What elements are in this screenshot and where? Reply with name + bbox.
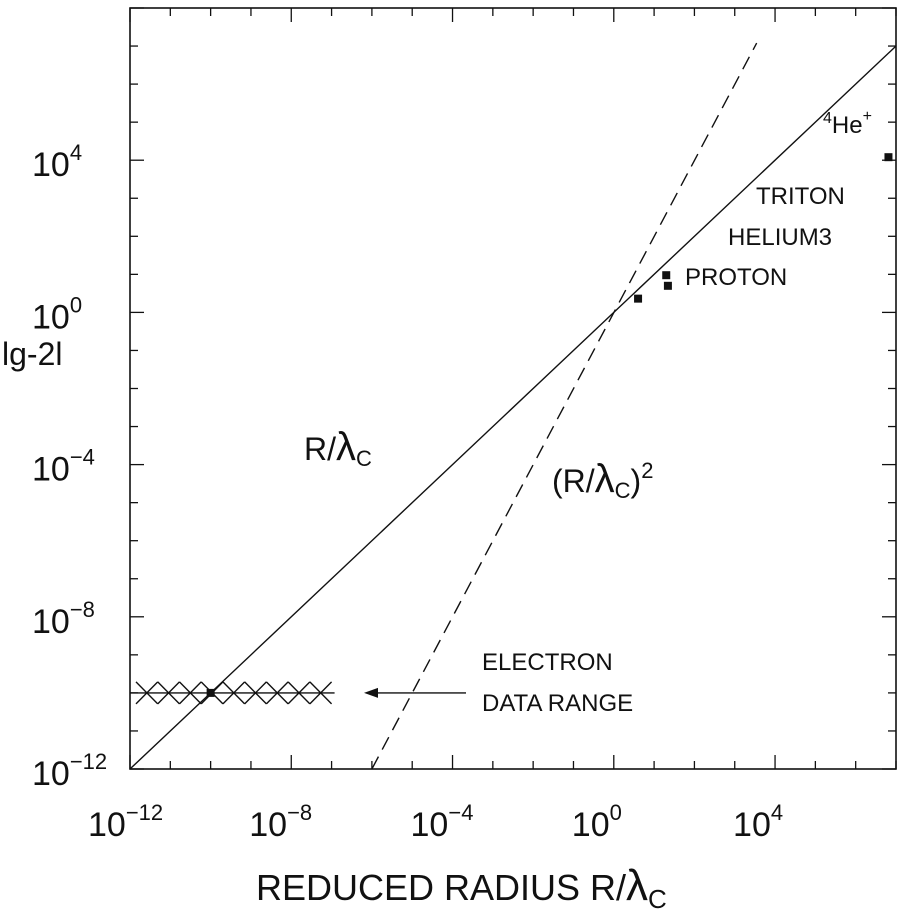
linear-curve-line bbox=[130, 45, 896, 769]
x-tick-label: 100 bbox=[572, 800, 622, 844]
electron-cross bbox=[222, 681, 246, 705]
electron-cross bbox=[309, 681, 333, 705]
label-4he-plus: 4He+ bbox=[823, 108, 872, 139]
point-triton bbox=[662, 271, 671, 280]
point-4he- bbox=[884, 153, 893, 162]
electron-cross bbox=[157, 681, 180, 705]
data-points bbox=[634, 153, 893, 303]
y-tick-label: 10−8 bbox=[32, 597, 95, 641]
x-tick-label: 10−12 bbox=[88, 800, 163, 844]
electron-cross bbox=[178, 681, 202, 705]
electron-cross bbox=[244, 681, 267, 705]
electron-point bbox=[206, 688, 215, 697]
electron-cross bbox=[135, 681, 159, 705]
tick-marks bbox=[129, 7, 897, 770]
label-helium3: HELIUM3 bbox=[728, 224, 832, 251]
label-triton: TRITON bbox=[756, 183, 845, 210]
y-tick-label: 104 bbox=[32, 140, 82, 184]
label-data-range: DATA RANGE bbox=[482, 690, 633, 717]
electron-cross bbox=[287, 681, 311, 705]
x-tick-label: 10−4 bbox=[411, 800, 474, 844]
y-axis-label: lg-2l bbox=[2, 336, 62, 372]
label-electron: ELECTRON bbox=[482, 649, 613, 676]
x-tick-labels: 10−12 10−8 10−4 100 104 bbox=[88, 800, 783, 844]
electron-data-range bbox=[130, 681, 466, 705]
electron-arrow-head bbox=[364, 687, 378, 698]
quadratic-curve-line bbox=[371, 42, 758, 769]
electron-cross bbox=[265, 681, 289, 705]
x-tick-label: 104 bbox=[733, 800, 783, 844]
y-tick-label: 10−12 bbox=[32, 749, 107, 793]
y-tick-label: 100 bbox=[32, 292, 82, 336]
point-proton bbox=[634, 294, 643, 303]
label-linear-curve: R/λC bbox=[304, 425, 372, 471]
x-tick-label: 10−8 bbox=[249, 800, 312, 844]
y-tick-label: 10−4 bbox=[32, 445, 95, 489]
point-helium3 bbox=[663, 281, 672, 290]
label-proton: PROTON bbox=[685, 264, 787, 291]
curves bbox=[130, 42, 896, 769]
y-tick-labels: 10−12 10−8 10−4 100 104 bbox=[32, 140, 107, 793]
label-quadratic-curve: (R/λC)2 bbox=[552, 457, 653, 503]
x-axis-label: REDUCED RADIUS R/λC bbox=[256, 861, 667, 914]
